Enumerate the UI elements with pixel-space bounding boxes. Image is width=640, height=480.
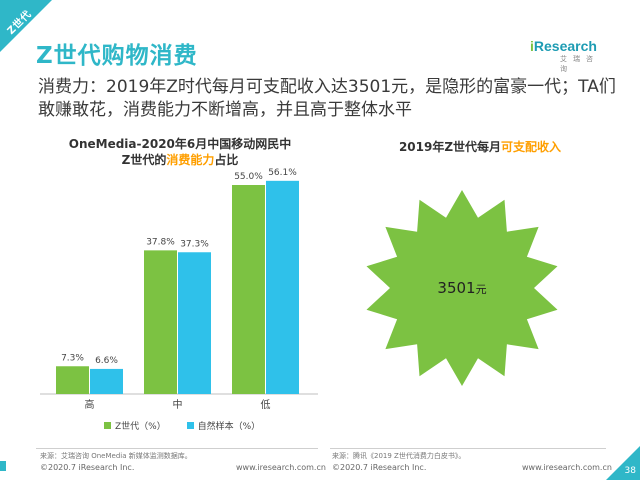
bar-natural-1	[178, 252, 211, 394]
income-starburst	[366, 190, 558, 386]
left-url: www.iresearch.com.cn	[236, 463, 326, 472]
footer-divider-left	[36, 448, 318, 449]
data-label-z-1: 37.8%	[146, 237, 175, 247]
data-label-z-2: 55.0%	[234, 172, 263, 182]
income-value: 3501元	[362, 279, 562, 297]
bar-z-1	[144, 250, 177, 394]
x-tick-label-0: 高	[85, 398, 95, 411]
chart-title: OneMedia-2020年6月中国移动网民中 Z世代的消费能力占比	[50, 136, 310, 168]
bar-natural-0	[90, 368, 123, 394]
bar-natural-2	[266, 180, 299, 394]
chart-title-line1: OneMedia-2020年6月中国移动网民中	[68, 137, 292, 151]
footer-divider-right	[330, 448, 606, 449]
data-label-natural-1: 37.3%	[180, 239, 209, 249]
bar-z-0	[56, 366, 89, 394]
legend-swatch-natural	[186, 422, 194, 429]
logo-word: Research	[533, 38, 597, 54]
logo-prefix: i	[530, 38, 534, 54]
x-tick-label-2: 低	[261, 398, 271, 411]
bar-z-2	[232, 185, 265, 394]
page-number: 38	[624, 466, 636, 476]
income-title-highlight: 可支配收入	[501, 140, 562, 154]
right-source: 来源：腾讯《2019 Z世代消费力白皮书》。	[332, 452, 466, 460]
page-corner	[606, 446, 640, 480]
income-unit: 元	[475, 283, 487, 296]
legend-item-natural: 自然样本（%）	[186, 419, 261, 432]
left-source: 来源：艾瑞咨询 OneMedia 新媒体监测数据库。	[40, 452, 192, 460]
left-copyright: ©2020.7 iResearch Inc.	[40, 463, 135, 472]
right-url: www.iresearch.com.cn	[522, 463, 612, 472]
logo-subtext: 艾瑞咨询	[560, 55, 599, 73]
chart-legend: Z世代（%） 自然样本（%）	[104, 419, 278, 432]
chart-title-post: 占比	[214, 153, 239, 167]
income-panel-title: 2019年Z世代每月可支配收入	[350, 138, 610, 155]
legend-label-natural: 自然样本（%）	[197, 422, 261, 432]
slide-title: Z世代购物消费	[36, 43, 198, 69]
starburst-shape	[366, 190, 558, 386]
income-title-pre: 2019年Z世代每月	[398, 140, 502, 154]
legend-label-z: Z世代（%）	[115, 422, 166, 432]
chart-title-line2: Z世代的消费能力占比	[50, 152, 310, 168]
income-number: 3501	[437, 279, 476, 297]
x-tick-label-1: 中	[173, 398, 183, 411]
chart-title-pre: Z世代的	[121, 153, 167, 167]
footer-accent-bar	[0, 461, 6, 471]
iresearch-logo: iResearch 艾瑞咨询	[530, 38, 604, 73]
data-label-z-0: 7.3%	[61, 353, 84, 363]
chart-title-highlight: 消费能力	[166, 153, 215, 167]
legend-item-z: Z世代（%）	[104, 419, 166, 432]
corner-tag-triangle	[0, 0, 52, 52]
data-label-natural-2: 56.1%	[268, 168, 297, 178]
slide-subtitle: 消费力：2019年Z时代每月可支配收入达3501元，是隐形的富豪一代；TA们敢赚…	[38, 77, 616, 120]
legend-swatch-z	[104, 422, 111, 429]
data-label-natural-0: 6.6%	[95, 356, 118, 366]
right-copyright: ©2020.7 iResearch Inc.	[332, 463, 427, 472]
